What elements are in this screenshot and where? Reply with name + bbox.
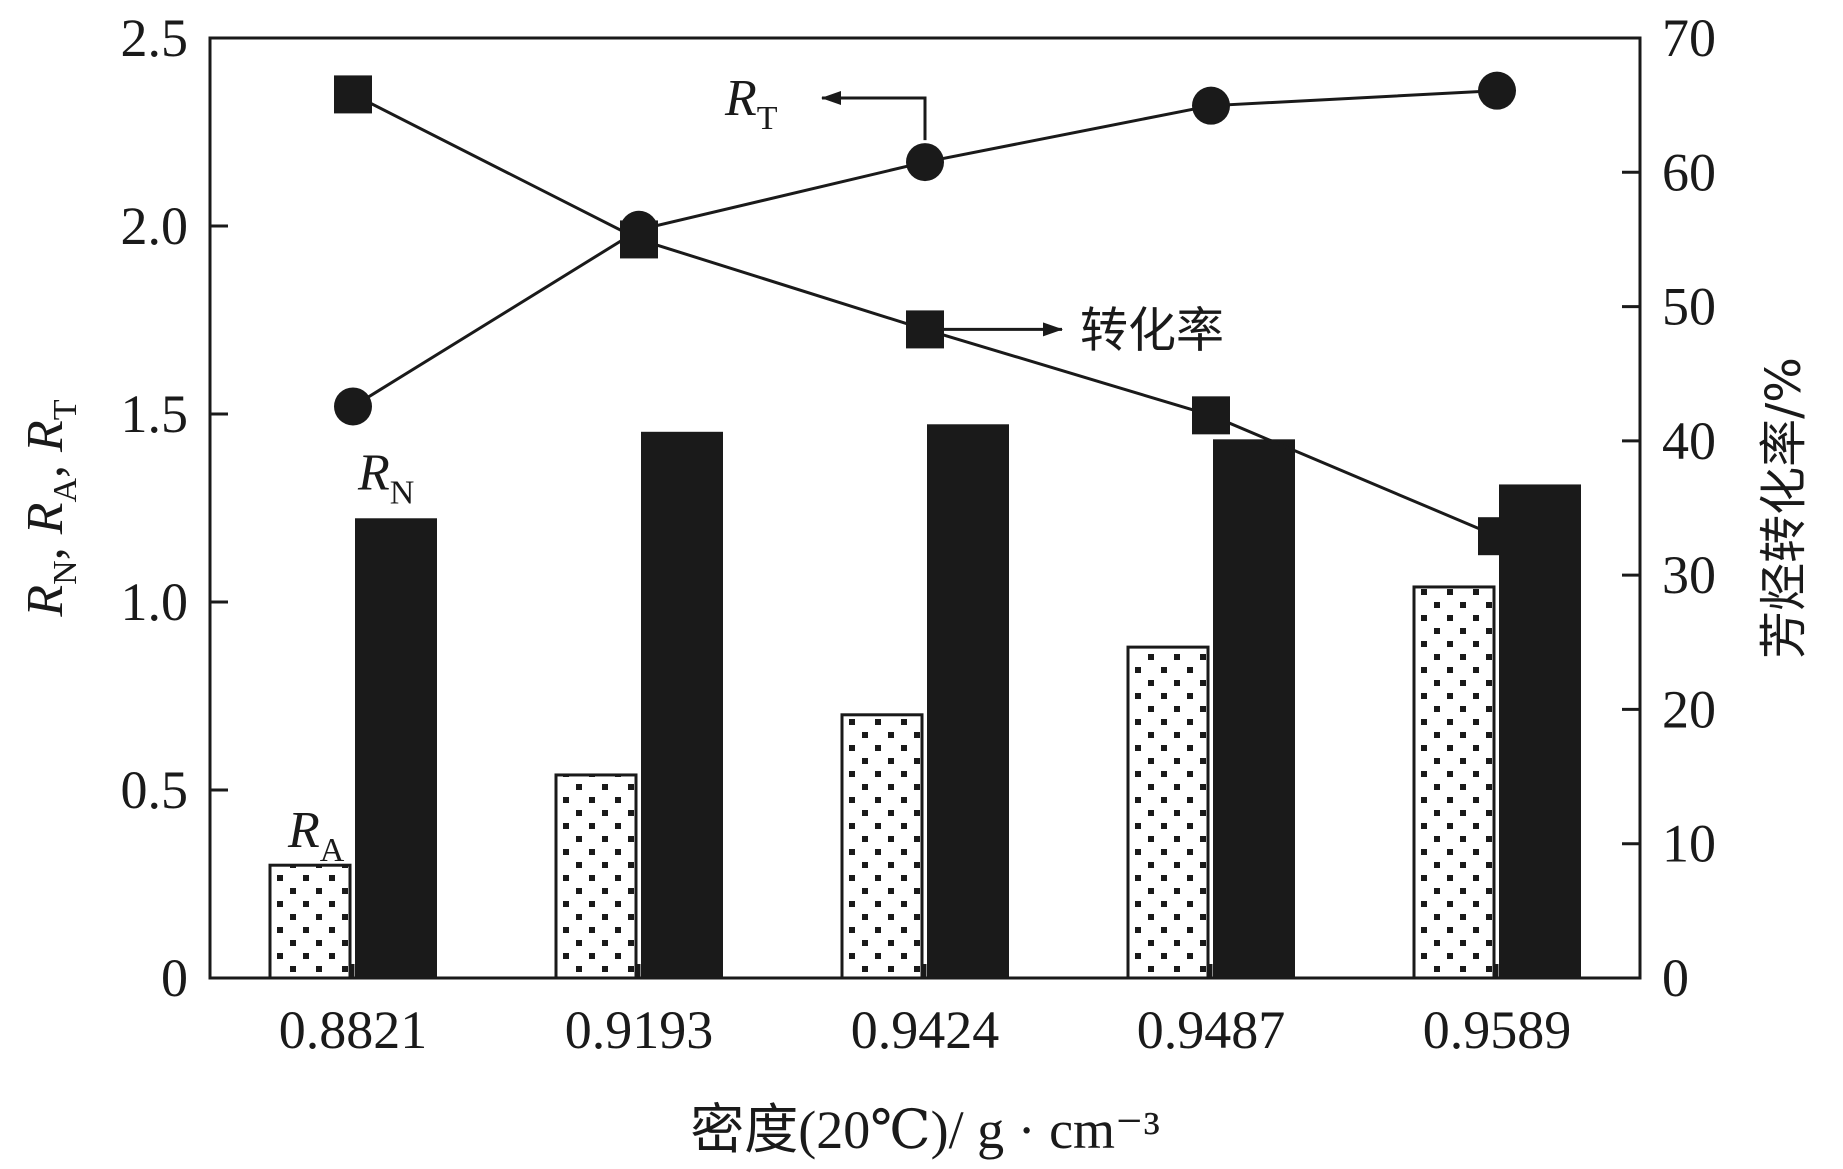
label-rn: RN <box>357 444 414 511</box>
rt-arrow <box>821 91 927 141</box>
bar-ra-1 <box>554 773 638 980</box>
x-axis-title: 密度(20℃)/ g · cm⁻³ <box>690 1100 1160 1160</box>
right-tick-label: 60 <box>1662 142 1716 202</box>
left-axis: 0 0.5 1.0 1.5 2.0 2.5 <box>121 8 228 1008</box>
marker-rt-3 <box>1192 86 1230 125</box>
bar-ra-4 <box>1412 585 1496 980</box>
right-tick-label: 20 <box>1662 679 1716 739</box>
y-title-sub: T <box>47 399 84 420</box>
marker-rt-0 <box>334 387 372 426</box>
markers-layer <box>334 71 1516 556</box>
marker-rt-4 <box>1478 71 1516 110</box>
left-tick-label: 0 <box>161 948 188 1008</box>
right-axis: 0 10 20 30 40 50 60 70 <box>1622 8 1716 1008</box>
label-conversion: 转化率 <box>1080 302 1224 358</box>
label-rt: RT <box>724 70 778 137</box>
x-tick-label: 0.9424 <box>851 1000 1000 1060</box>
bar-ra-0 <box>268 863 352 980</box>
bar-ra-2 <box>840 713 924 980</box>
bar-rn-1 <box>641 431 723 979</box>
marker-conversion-4 <box>1478 517 1516 556</box>
label-ra: RA <box>287 802 345 869</box>
bar-rn-0 <box>355 518 437 980</box>
right-tick-label: 10 <box>1662 814 1716 874</box>
y-title-sep: , <box>17 534 74 560</box>
x-tick-label: 0.9487 <box>1137 1000 1286 1060</box>
y2-axis-title: 芳烃转化率/% <box>1756 357 1812 659</box>
y-axis-title: RN, RA, RT <box>17 399 84 617</box>
bar-rn-2 <box>927 424 1009 979</box>
bars-layer <box>268 424 1581 980</box>
bar-rn-3 <box>1213 439 1295 979</box>
marker-rt-2 <box>906 143 944 182</box>
x-tick-label: 0.9193 <box>565 1000 714 1060</box>
y-title-r: R <box>17 585 74 618</box>
right-tick-label: 40 <box>1662 411 1716 471</box>
y-title-r: R <box>17 503 74 536</box>
left-tick-label: 0.5 <box>121 760 189 820</box>
y-title-sub: A <box>47 478 84 503</box>
left-tick-label: 1.0 <box>121 572 189 632</box>
left-tick-label: 1.5 <box>121 384 189 444</box>
right-tick-label: 70 <box>1662 8 1716 68</box>
right-tick-label: 50 <box>1662 277 1716 337</box>
left-tick-label: 2.0 <box>121 196 189 256</box>
bar-rn-4 <box>1499 484 1581 979</box>
y-title-r: R <box>17 420 74 453</box>
bar-ra-3 <box>1126 645 1210 980</box>
x-tick-label: 0.8821 <box>279 1000 428 1060</box>
annotations: RA RN RT 转化率 <box>287 70 1224 869</box>
x-tick-label: 0.9589 <box>1423 1000 1572 1060</box>
right-tick-label: 30 <box>1662 545 1716 605</box>
marker-conversion-3 <box>1192 396 1230 435</box>
y-title-sep: , <box>17 452 74 478</box>
marker-conversion-0 <box>334 75 372 114</box>
marker-conversion-2 <box>906 310 944 349</box>
marker-conversion-1 <box>620 220 658 259</box>
left-tick-label: 2.5 <box>121 8 189 68</box>
y-title-sub: N <box>47 560 84 585</box>
x-axis: 0.8821 0.9193 0.9424 0.9487 0.9589 <box>279 964 1572 1060</box>
right-tick-label: 0 <box>1662 948 1689 1008</box>
